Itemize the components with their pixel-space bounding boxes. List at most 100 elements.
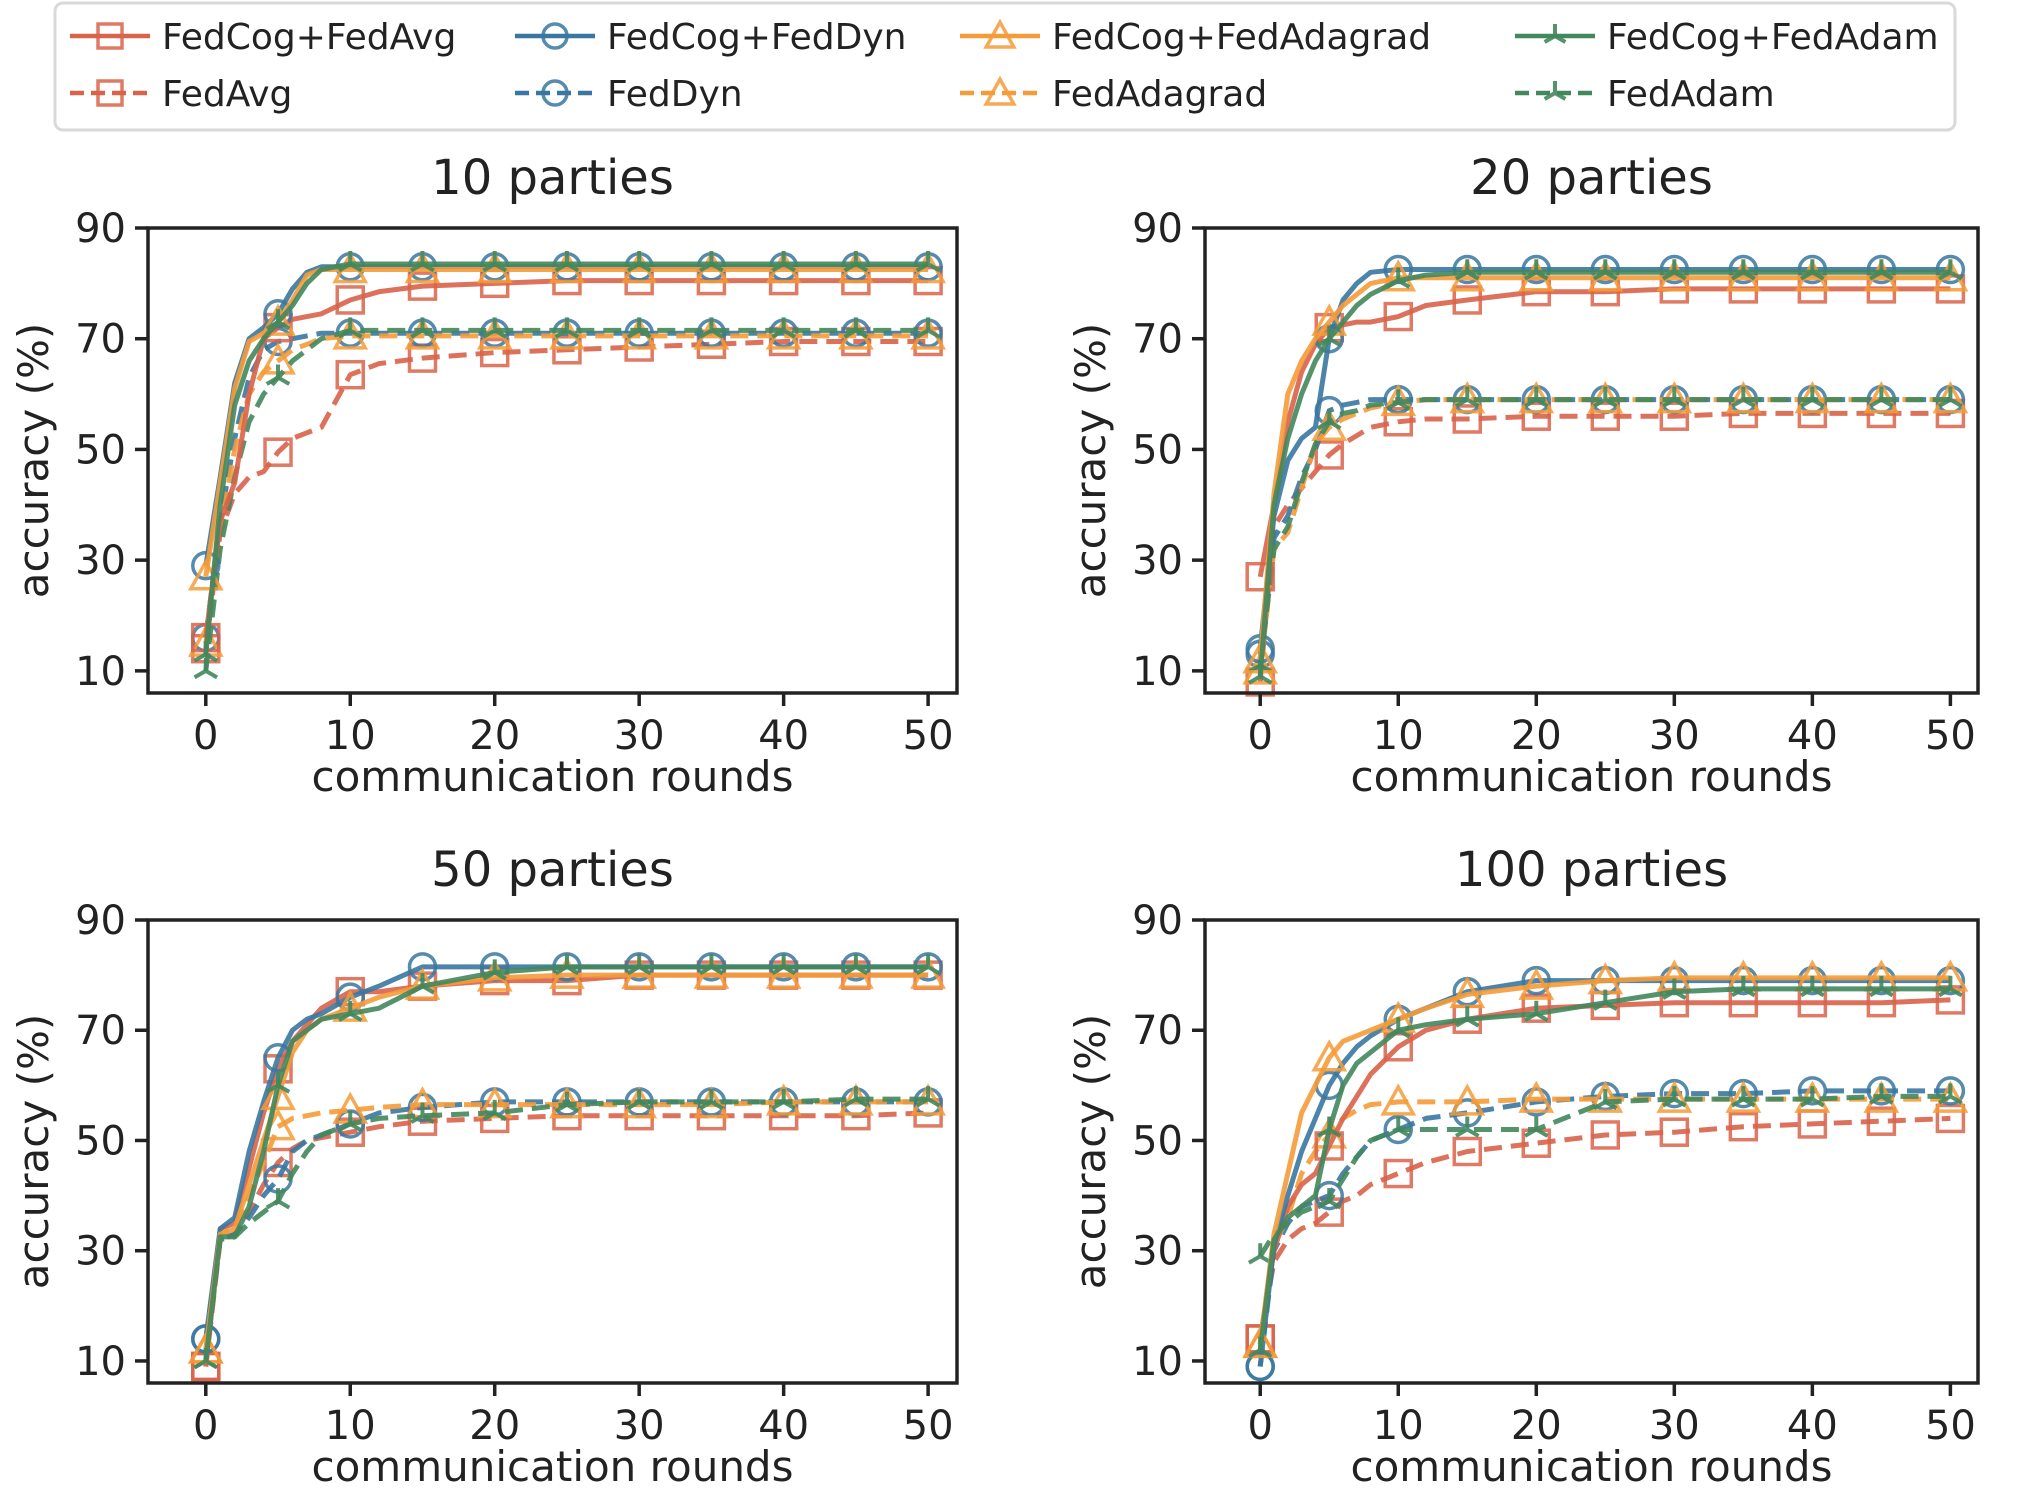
data-point [843,317,869,339]
legend-label: FedCog+FedDyn [607,17,907,58]
data-point [410,973,435,995]
data-point [621,956,658,989]
y-tick-label: 10 [75,649,126,695]
x-tick-label: 30 [1649,713,1700,759]
data-point [193,657,219,680]
x-tick-label: 30 [614,1403,665,1449]
data-point [915,317,941,339]
data-point [837,956,874,989]
x-tick-label: 40 [758,1403,809,1449]
data-point [482,317,507,339]
data-point [1662,386,1687,408]
legend-label: FedAdagrad [1052,74,1267,115]
legend-item: FedCog+FedAvg [70,17,456,58]
x-tick-label: 40 [1787,713,1838,759]
data-point [1866,965,1897,996]
data-point [1659,401,1690,431]
series-line [203,333,929,644]
x-tick-label: 50 [903,1403,954,1449]
panel-title: 20 parties [1470,150,1713,206]
data-point [1938,975,1963,998]
data-point [843,250,869,273]
data-point [1869,259,1894,281]
y-axis-label: accuracy (%) [1066,1014,1115,1290]
data-point [1659,1117,1690,1147]
data-point [1449,1083,1486,1116]
data-point [1247,1336,1273,1359]
data-point [554,250,580,273]
panel-2: 20 parties 10 30 50 70 90 0 10 20 30 40 50 communica… [1066,150,1980,801]
x-axis-label: communication rounds [1351,1442,1833,1491]
triangle-marker-icon [983,75,1017,106]
data-point [765,956,802,989]
data-point [1662,1086,1687,1108]
legend-label: FedCog+FedAdam [1607,17,1939,58]
data-point [260,303,296,336]
plot-frame [146,918,959,1385]
data-point [265,364,291,386]
y-tick-label: 10 [75,1339,126,1385]
x-tick-label: 30 [1649,1403,1700,1449]
x-tick-label: 20 [469,1403,520,1449]
data-point [1383,1158,1413,1189]
x-tick-label: 20 [1511,1403,1562,1449]
data-point [265,1072,291,1094]
series-line [203,964,929,1362]
data-point [1593,989,1618,1011]
legend-item: FedAdam [1515,74,1775,115]
panel-title: 50 parties [431,842,674,898]
series-line [203,972,929,1351]
data-point [1245,1351,1275,1382]
data-point [410,250,435,273]
series-line [1257,1088,1951,1367]
y-tick-label: 30 [1132,1229,1183,1275]
data-point [1800,259,1825,281]
y-tick-label: 50 [1132,1118,1183,1164]
data-point [1797,254,1828,285]
data-point [263,437,293,467]
data-point [1800,1086,1825,1108]
data-point [1728,965,1759,996]
data-point [626,1088,652,1111]
data-point [1938,259,1963,281]
data-point [193,1347,219,1370]
series-group [1242,959,1969,1382]
plot-frame [146,226,959,695]
data-point [554,953,580,976]
plot-frame [1203,918,1980,1385]
data-point [1316,1116,1342,1138]
x-tick-label: 20 [469,713,520,759]
data-point [337,317,363,339]
data-point [1728,1111,1759,1142]
legend-label: FedAvg [162,74,292,115]
data-point [1869,386,1894,408]
data-point [1455,1116,1480,1138]
data-point [1521,254,1552,285]
data-point [1731,386,1756,408]
series-line [1257,1115,1951,1340]
x-tick-label: 0 [193,1403,218,1449]
series-line [203,264,929,567]
data-point [191,550,221,581]
data-point [1316,408,1342,430]
data-point [1455,259,1480,281]
series-line [203,1099,929,1351]
data-point [910,956,947,989]
y-tick-label: 10 [1132,1339,1183,1385]
data-point [1866,254,1897,285]
legend-item: FedAdagrad [960,74,1267,115]
y-tick-label: 30 [75,1229,126,1275]
data-point [1731,1086,1756,1108]
data-point [1524,1116,1549,1138]
series-line [203,327,929,672]
triangle-marker-icon [983,18,1017,49]
data-point [1452,404,1483,434]
data-point [693,956,730,989]
series-line [1257,975,1951,1345]
data-point [265,1188,291,1210]
data-point [771,250,796,273]
x-axis-label: communication rounds [1351,752,1833,801]
y-axis-label: accuracy (%) [9,1014,58,1290]
square-marker-icon [96,22,124,50]
square-marker-icon [96,79,124,107]
